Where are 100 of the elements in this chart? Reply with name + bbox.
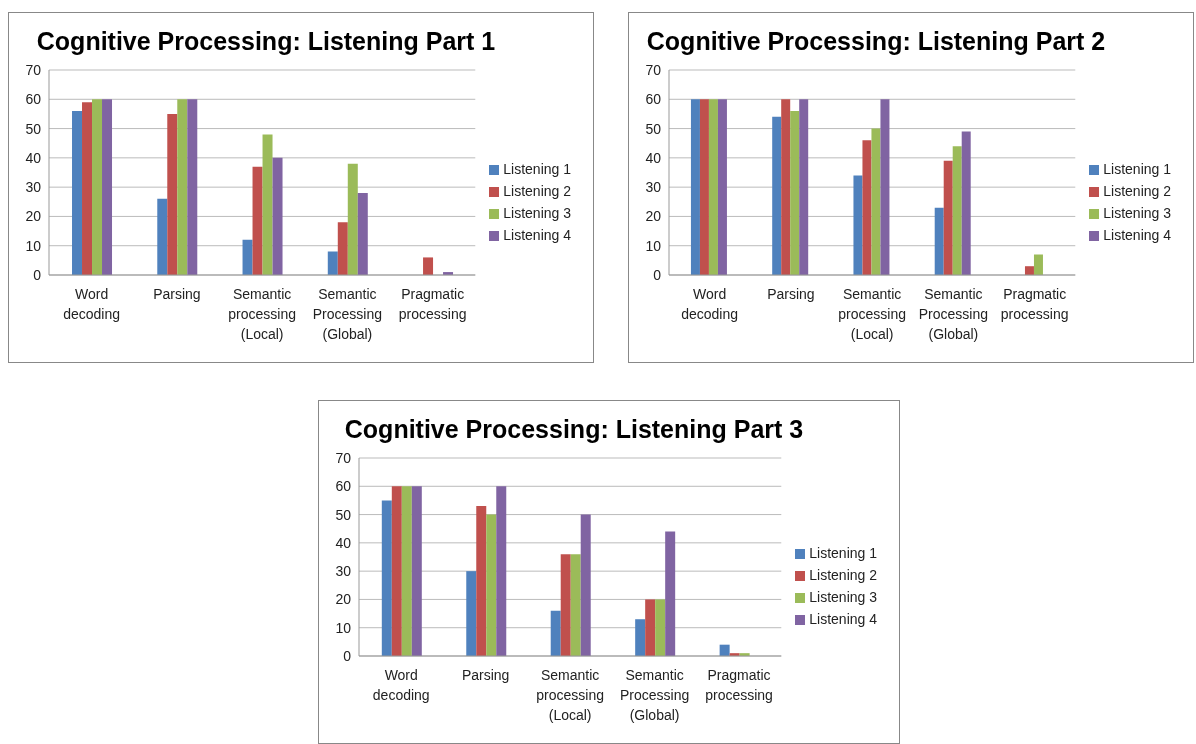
y-tick-label: 10 [645,237,662,254]
y-tick-label: 30 [25,179,42,196]
bar [708,99,718,275]
bar [187,99,198,275]
legend-label: Listening 2 [503,182,571,199]
bar [82,102,93,275]
y-tick-label: 10 [335,619,352,636]
bar [871,128,881,275]
bar [1033,254,1043,275]
bar [423,257,434,275]
bar [337,222,348,275]
bar [411,486,422,656]
bar [252,166,263,275]
bar [167,113,178,275]
x-tick-label: Semantic processing (Local) [536,667,604,723]
legend-label: Listening 3 [809,589,877,605]
bar [391,486,402,656]
x-tick-label: Word decoding [63,286,121,322]
chart-title: Cognitive Processing: Listening Part 3 [343,415,805,444]
y-tick-label: 50 [25,120,42,137]
y-tick-label: 70 [335,449,352,466]
bar [772,116,782,275]
bar [645,599,656,656]
y-tick-label: 40 [645,149,662,166]
x-tick-label: Parsing [461,667,510,683]
bar [157,198,168,275]
y-tick-label: 20 [335,591,352,608]
x-tick-label: Semantic Processing (Global) [619,667,690,723]
x-tick-label: Pragmatic processing [705,667,773,703]
bar [665,531,676,656]
y-tick-label: 50 [645,120,662,137]
legend-label: Listening 1 [809,545,877,561]
bar [72,111,83,275]
y-tick-label: 0 [33,266,42,283]
x-tick-label: Semantic processing (Local) [228,286,296,342]
legend-label: Listening 2 [809,567,877,583]
x-tick-label: Pragmatic processing [1000,286,1069,322]
x-tick-label: Word decoding [681,286,739,322]
legend-label: Listening 2 [1103,182,1171,199]
y-tick-label: 30 [645,179,662,196]
y-tick-label: 70 [25,61,42,78]
y-tick-label: 40 [25,149,42,166]
bar [262,134,273,275]
x-tick-label: Parsing [767,286,815,302]
bar [635,619,646,656]
bar [934,207,944,275]
bar [570,554,581,656]
x-tick-label: Semantic processing (Local) [838,286,906,342]
y-tick-label: 20 [645,208,662,225]
y-tick-label: 10 [25,237,42,254]
bar [401,486,412,656]
legend-label: Listening 3 [1103,204,1171,221]
bar [327,251,338,275]
bar [952,146,962,275]
bar [781,99,791,275]
bar [486,514,497,656]
bar [580,514,591,656]
legend-label: Listening 4 [809,611,877,627]
bar [357,193,368,275]
bar [272,157,283,275]
y-tick-label: 30 [335,563,352,580]
bar [550,610,561,656]
chart-title: Cognitive Processing: Listening Part 2 [645,27,1107,56]
legend-label: Listening 1 [1103,160,1171,177]
y-tick-label: 40 [335,534,352,551]
y-tick-label: 0 [343,647,352,664]
y-tick-label: 60 [645,91,662,108]
x-tick-label: Word decoding [372,667,430,703]
x-tick-label: Pragmatic processing [398,286,467,322]
bar [717,99,727,275]
bar [496,486,507,656]
y-tick-label: 50 [335,506,352,523]
bar [943,160,953,275]
y-tick-label: 20 [25,208,42,225]
bar [381,500,392,656]
x-tick-label: Semantic Processing (Global) [918,286,989,342]
legend-label: Listening 4 [503,226,571,243]
bar [466,571,477,656]
legend-label: Listening 4 [1103,226,1171,243]
bar [699,99,709,275]
y-tick-label: 60 [335,478,352,495]
bar [177,99,188,275]
bar [242,239,253,275]
bar [853,175,863,275]
bar [862,140,872,275]
x-tick-label: Semantic Processing (Global) [312,286,383,342]
bar [102,99,113,275]
chart-title: Cognitive Processing: Listening Part 1 [35,27,497,56]
bar [347,163,358,275]
legend-label: Listening 1 [503,160,571,177]
y-tick-label: 60 [25,91,42,108]
y-tick-label: 70 [645,61,662,78]
bar [690,99,700,275]
bar [476,506,487,656]
legend-label: Listening 3 [503,204,571,221]
bar [560,554,571,656]
y-tick-label: 0 [653,266,662,283]
x-tick-label: Parsing [153,286,201,302]
bar [655,599,666,656]
bar [880,99,890,275]
